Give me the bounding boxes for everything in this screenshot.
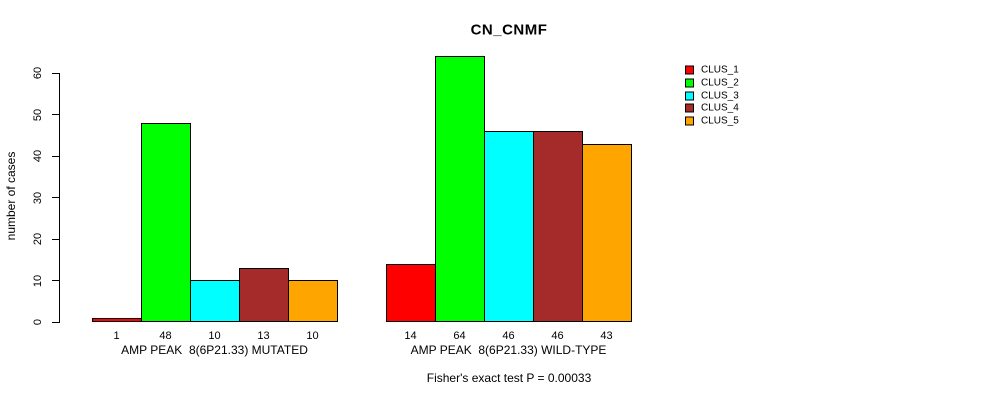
legend-label: CLUS_2 [701, 77, 739, 89]
y-tick-mark [52, 238, 59, 240]
y-tick-mark [52, 72, 59, 74]
chart-title: CN_CNMF [470, 21, 548, 39]
bar-clus_1 [92, 318, 142, 322]
legend-swatch-clus_1 [685, 65, 694, 75]
legend-item-clus_1: CLUS_1 [685, 65, 739, 76]
bar-clus_5 [288, 280, 338, 322]
legend-swatch-clus_2 [685, 78, 694, 88]
legend-label: CLUS_5 [701, 115, 739, 127]
y-tick-mark [52, 321, 59, 323]
bar-clus_3 [484, 131, 534, 322]
bar-clus_2 [141, 123, 191, 322]
legend-label: CLUS_3 [701, 90, 739, 101]
bar-clus_4 [239, 268, 289, 322]
y-axis-label: number of cases [4, 151, 18, 241]
bar-clus_1 [386, 264, 436, 322]
y-tick-label: 60 [32, 66, 44, 80]
bar-clus_3 [190, 280, 240, 322]
bar-value-label: 48 [159, 330, 172, 342]
y-tick-label: 10 [32, 274, 44, 287]
bar-value-label: 43 [600, 330, 613, 342]
bar-clus_5 [582, 144, 632, 322]
legend-label: CLUS_1 [701, 64, 739, 76]
bar-value-label: 13 [257, 330, 270, 342]
y-tick-mark [52, 280, 59, 281]
bar-value-label: 14 [404, 330, 417, 342]
y-tick-mark [52, 114, 59, 115]
y-tick-mark [52, 197, 59, 198]
bar-value-label: 46 [551, 330, 564, 342]
x-axis-group-label: AMP PEAK 8(6P21.33) WILD-TYPE [410, 343, 607, 357]
legend-item-clus_3: CLUS_3 [685, 90, 739, 101]
y-tick-label: 30 [32, 191, 44, 204]
legend-label: CLUS_4 [701, 102, 739, 114]
legend-swatch-clus_5 [685, 116, 694, 126]
fisher-test-note: Fisher's exact test P = 0.00033 [426, 371, 592, 385]
y-tick-label: 20 [32, 232, 44, 246]
y-tick-label: 40 [32, 149, 44, 163]
legend-item-clus_4: CLUS_4 [685, 103, 739, 114]
legend-swatch-clus_3 [685, 91, 694, 100]
y-tick-label: 0 [32, 318, 44, 326]
y-axis-line [59, 73, 60, 323]
bar-value-label: 64 [453, 330, 466, 342]
x-axis-group-label: AMP PEAK 8(6P21.33) MUTATED [121, 343, 308, 357]
bar-value-label: 10 [306, 330, 319, 342]
legend-item-clus_2: CLUS_2 [685, 77, 739, 88]
bar-clus_4 [533, 131, 583, 322]
legend-item-clus_5: CLUS_5 [685, 116, 739, 127]
bar-value-label: 46 [502, 330, 515, 342]
y-tick-mark [52, 155, 59, 157]
bar-value-label: 10 [208, 330, 221, 342]
y-tick-label: 50 [32, 108, 44, 121]
legend-swatch-clus_4 [685, 103, 694, 113]
bar-value-label: 1 [113, 330, 120, 342]
bar-clus_2 [435, 56, 485, 322]
